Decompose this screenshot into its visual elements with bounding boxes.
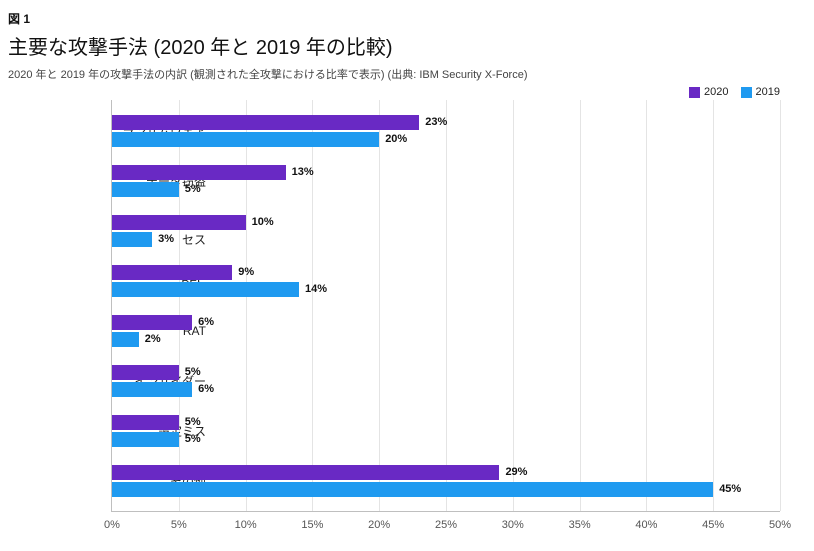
bar-v2020: [112, 315, 192, 330]
value-label: 10%: [252, 216, 274, 228]
bar-v2019: [112, 332, 139, 347]
bar-v2020: [112, 215, 246, 230]
bar-v2020: [112, 465, 499, 480]
bar-v2020: [112, 415, 179, 430]
value-label: 45%: [719, 483, 741, 495]
x-tick-label: 25%: [435, 519, 457, 531]
x-tick-label: 35%: [569, 519, 591, 531]
bar-v2019: [112, 232, 152, 247]
x-tick-label: 0%: [104, 519, 120, 531]
bar-v2020: [112, 115, 419, 130]
chart-row: RAT6%2%: [112, 306, 780, 356]
value-label: 6%: [198, 383, 214, 395]
value-label: 20%: [385, 133, 407, 145]
bar-v2019: [112, 132, 379, 147]
x-tick-label: 20%: [368, 519, 390, 531]
bar-v2020: [112, 265, 232, 280]
x-tick-label: 10%: [235, 519, 257, 531]
bar-v2019: [112, 182, 179, 197]
figure-number: 図 1: [6, 10, 800, 27]
value-label: 29%: [505, 466, 527, 478]
value-label: 2%: [145, 333, 161, 345]
legend-swatch-2019: [741, 87, 752, 98]
legend-swatch-2020: [689, 87, 700, 98]
chart-subtitle: 2020 年と 2019 年の攻撃手法の内訳 (観測された全攻撃における比率で表…: [6, 66, 800, 82]
chart-row: ランサムウェア23%20%: [112, 106, 780, 156]
chart-row: インサイダー5%6%: [112, 356, 780, 406]
x-tick-label: 30%: [502, 519, 524, 531]
value-label: 5%: [185, 366, 201, 378]
x-tick-label: 15%: [301, 519, 323, 531]
value-label: 14%: [305, 283, 327, 295]
bar-v2019: [112, 382, 192, 397]
chart-row: 設定ミス5%5%: [112, 406, 780, 456]
x-tick-label: 50%: [769, 519, 791, 531]
bar-v2020: [112, 165, 286, 180]
x-tick-label: 5%: [171, 519, 187, 531]
chart-row: BEC9%14%: [112, 256, 780, 306]
chart-row: その他29%45%: [112, 456, 780, 506]
chart-title: 主要な攻撃手法 (2020 年と 2019 年の比較): [6, 31, 800, 60]
value-label: 23%: [425, 116, 447, 128]
bar-v2019: [112, 482, 713, 497]
value-label: 13%: [292, 166, 314, 178]
bar-v2019: [112, 432, 179, 447]
value-label: 5%: [185, 433, 201, 445]
chart: 0%5%10%15%20%25%30%35%40%45%50%ランサムウェア23…: [6, 100, 800, 540]
value-label: 3%: [158, 233, 174, 245]
value-label: 5%: [185, 183, 201, 195]
legend: 2020 2019: [6, 86, 800, 98]
bar-v2019: [112, 282, 299, 297]
legend-item-2020: 2020: [689, 86, 728, 98]
value-label: 9%: [238, 266, 254, 278]
value-label: 5%: [185, 416, 201, 428]
bar-v2020: [112, 365, 179, 380]
legend-item-2019: 2019: [741, 86, 780, 98]
gridline: [780, 100, 781, 511]
chart-row: サーバー・アクセス10%3%: [112, 206, 780, 256]
chart-row: データ窃盗13%5%: [112, 156, 780, 206]
value-label: 6%: [198, 316, 214, 328]
x-tick-label: 40%: [635, 519, 657, 531]
plot-area: 0%5%10%15%20%25%30%35%40%45%50%ランサムウェア23…: [111, 100, 780, 512]
x-tick-label: 45%: [702, 519, 724, 531]
